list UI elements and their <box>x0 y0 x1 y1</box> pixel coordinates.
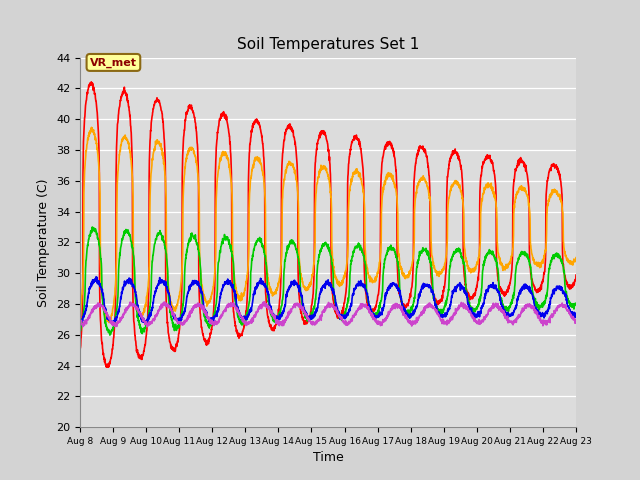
Tsoil -16cm <box>342 312 350 318</box>
X-axis label: Time: Time <box>312 452 344 465</box>
Tsoil -4cm <box>472 264 480 269</box>
Tsoil -2cm <box>529 279 536 285</box>
Tsoil -16cm <box>92 274 100 280</box>
Tsoil -8cm <box>215 258 223 264</box>
Tsoil -2cm <box>353 135 361 141</box>
Tsoil -32cm <box>214 320 222 325</box>
Tsoil -16cm <box>215 301 223 307</box>
Tsoil -2cm <box>472 287 480 293</box>
Tsoil -4cm <box>572 255 580 261</box>
Line: Tsoil -8cm: Tsoil -8cm <box>80 227 576 335</box>
Tsoil -16cm <box>76 319 84 325</box>
Tsoil -32cm <box>472 318 480 324</box>
Tsoil -32cm <box>353 309 361 315</box>
Tsoil -4cm <box>215 164 223 169</box>
Tsoil -2cm <box>88 79 95 85</box>
Tsoil -4cm <box>88 124 95 130</box>
Tsoil -32cm <box>529 305 536 311</box>
Tsoil -8cm <box>106 332 114 338</box>
Line: Tsoil -4cm: Tsoil -4cm <box>80 127 576 323</box>
Tsoil -8cm <box>76 328 84 334</box>
Tsoil -8cm <box>472 306 480 312</box>
Tsoil -16cm <box>353 283 361 288</box>
Text: VR_met: VR_met <box>90 57 137 68</box>
Tsoil -2cm <box>342 285 350 291</box>
Tsoil -4cm <box>543 238 550 244</box>
Tsoil -8cm <box>353 244 361 250</box>
Tsoil -32cm <box>143 324 151 330</box>
Tsoil -16cm <box>109 321 117 327</box>
Tsoil -4cm <box>342 265 350 271</box>
Tsoil -2cm <box>572 272 580 278</box>
Tsoil -16cm <box>543 310 550 315</box>
Tsoil -32cm <box>260 299 268 305</box>
Tsoil -16cm <box>572 312 580 317</box>
Y-axis label: Soil Temperature (C): Soil Temperature (C) <box>38 178 51 307</box>
Tsoil -32cm <box>76 321 84 327</box>
Tsoil -8cm <box>342 306 350 312</box>
Tsoil -8cm <box>529 288 536 294</box>
Tsoil -8cm <box>88 224 96 230</box>
Tsoil -16cm <box>472 314 480 320</box>
Tsoil -8cm <box>572 301 580 307</box>
Line: Tsoil -32cm: Tsoil -32cm <box>80 302 576 327</box>
Tsoil -4cm <box>76 309 84 314</box>
Tsoil -32cm <box>342 319 350 324</box>
Title: Soil Temperatures Set 1: Soil Temperatures Set 1 <box>237 37 419 52</box>
Tsoil -2cm <box>104 364 112 370</box>
Tsoil -32cm <box>572 320 580 326</box>
Line: Tsoil -2cm: Tsoil -2cm <box>80 82 576 367</box>
Tsoil -8cm <box>543 292 550 298</box>
Tsoil -16cm <box>529 294 536 300</box>
Tsoil -32cm <box>543 319 550 324</box>
Tsoil -4cm <box>529 254 536 260</box>
Tsoil -2cm <box>215 123 223 129</box>
Tsoil -2cm <box>76 349 84 355</box>
Tsoil -4cm <box>106 320 113 325</box>
Line: Tsoil -16cm: Tsoil -16cm <box>80 277 576 324</box>
Tsoil -4cm <box>353 166 361 172</box>
Tsoil -2cm <box>543 189 550 194</box>
